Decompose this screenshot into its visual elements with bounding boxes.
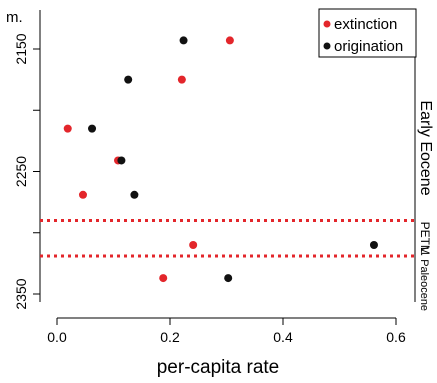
legend-origination-marker xyxy=(323,42,331,50)
origination-point xyxy=(124,75,133,84)
extinction-point xyxy=(78,190,87,199)
legend: extinction origination xyxy=(318,8,417,58)
origination-point xyxy=(88,124,97,133)
x-ticks: 0.0 0.2 0.4 0.6 xyxy=(47,318,406,345)
x-tick-label: 0.2 xyxy=(160,329,180,345)
origination-point xyxy=(179,36,188,45)
data-points xyxy=(63,36,378,283)
y-tick-label: 2350 xyxy=(13,278,29,309)
interval-label: Early Eocene xyxy=(417,100,434,195)
interval-label: L. Paleocene xyxy=(418,247,430,311)
x-tick-label: 0.4 xyxy=(273,329,293,345)
legend-origination-label: origination xyxy=(334,38,403,55)
x-tick-label: 0.0 xyxy=(47,329,67,345)
extinction-point xyxy=(189,241,198,249)
extinction-point xyxy=(177,75,186,84)
extinction-point xyxy=(225,36,234,45)
boundary-lines xyxy=(40,219,415,258)
x-axis-label: per-capita rate xyxy=(157,357,280,378)
y-tick-label: 2250 xyxy=(13,156,29,187)
legend-extinction-marker xyxy=(323,20,331,28)
y-axis-label: m. xyxy=(6,9,23,26)
origination-point xyxy=(369,241,378,249)
interval-label: PETM xyxy=(418,222,432,255)
extinction-point xyxy=(63,124,72,133)
legend-box xyxy=(318,8,417,58)
origination-point xyxy=(224,274,233,283)
origination-point xyxy=(130,190,139,199)
y-tick-label: 2150 xyxy=(13,33,29,64)
origination-point xyxy=(117,156,126,165)
x-tick-label: 0.6 xyxy=(386,329,406,345)
plot-frame xyxy=(39,10,416,302)
legend-extinction-label: extinction xyxy=(334,16,397,33)
y-ticks: 2150 2250 2350 xyxy=(13,33,40,310)
extinction-point xyxy=(159,274,168,283)
